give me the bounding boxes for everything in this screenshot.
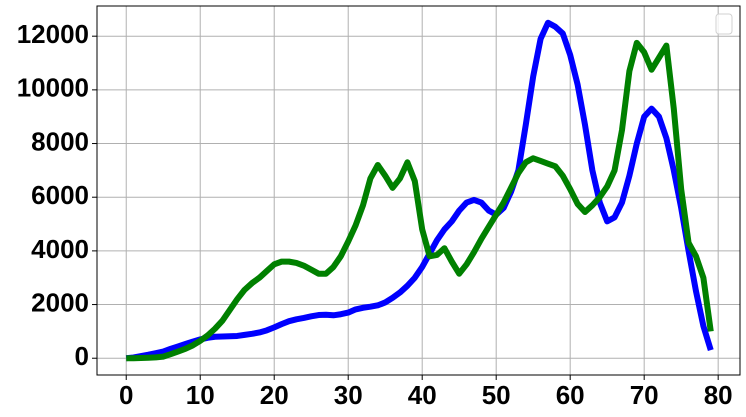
y-tick-label: 2000 bbox=[31, 287, 89, 317]
y-tick-label: 0 bbox=[75, 341, 89, 371]
y-tick-label: 10000 bbox=[17, 73, 89, 103]
x-tick-label: 20 bbox=[260, 380, 289, 410]
x-tick-label: 10 bbox=[186, 380, 215, 410]
legend bbox=[715, 13, 733, 35]
x-tick-label: 70 bbox=[630, 380, 659, 410]
x-tick-label: 80 bbox=[704, 380, 733, 410]
grid bbox=[97, 6, 740, 375]
series-line bbox=[126, 39, 714, 362]
x-tick-label: 0 bbox=[119, 380, 133, 410]
lines bbox=[125, 19, 714, 362]
plot-frame bbox=[96, 5, 741, 376]
y-tick-label: 8000 bbox=[31, 126, 89, 156]
y-tick-label: 4000 bbox=[31, 234, 89, 264]
x-tick-label: 30 bbox=[334, 380, 363, 410]
x-tick-label: 60 bbox=[556, 380, 585, 410]
series-line bbox=[125, 19, 714, 362]
labels: 0 10 20 30 40 50 60 70 80 0 2000 4000 6000 8000 10000 1… bbox=[17, 19, 733, 410]
y-tick-label: 6000 bbox=[31, 180, 89, 210]
x-tick-label: 50 bbox=[482, 380, 511, 410]
x-tick-label: 40 bbox=[408, 380, 437, 410]
y-tick-label: 12000 bbox=[17, 19, 89, 49]
